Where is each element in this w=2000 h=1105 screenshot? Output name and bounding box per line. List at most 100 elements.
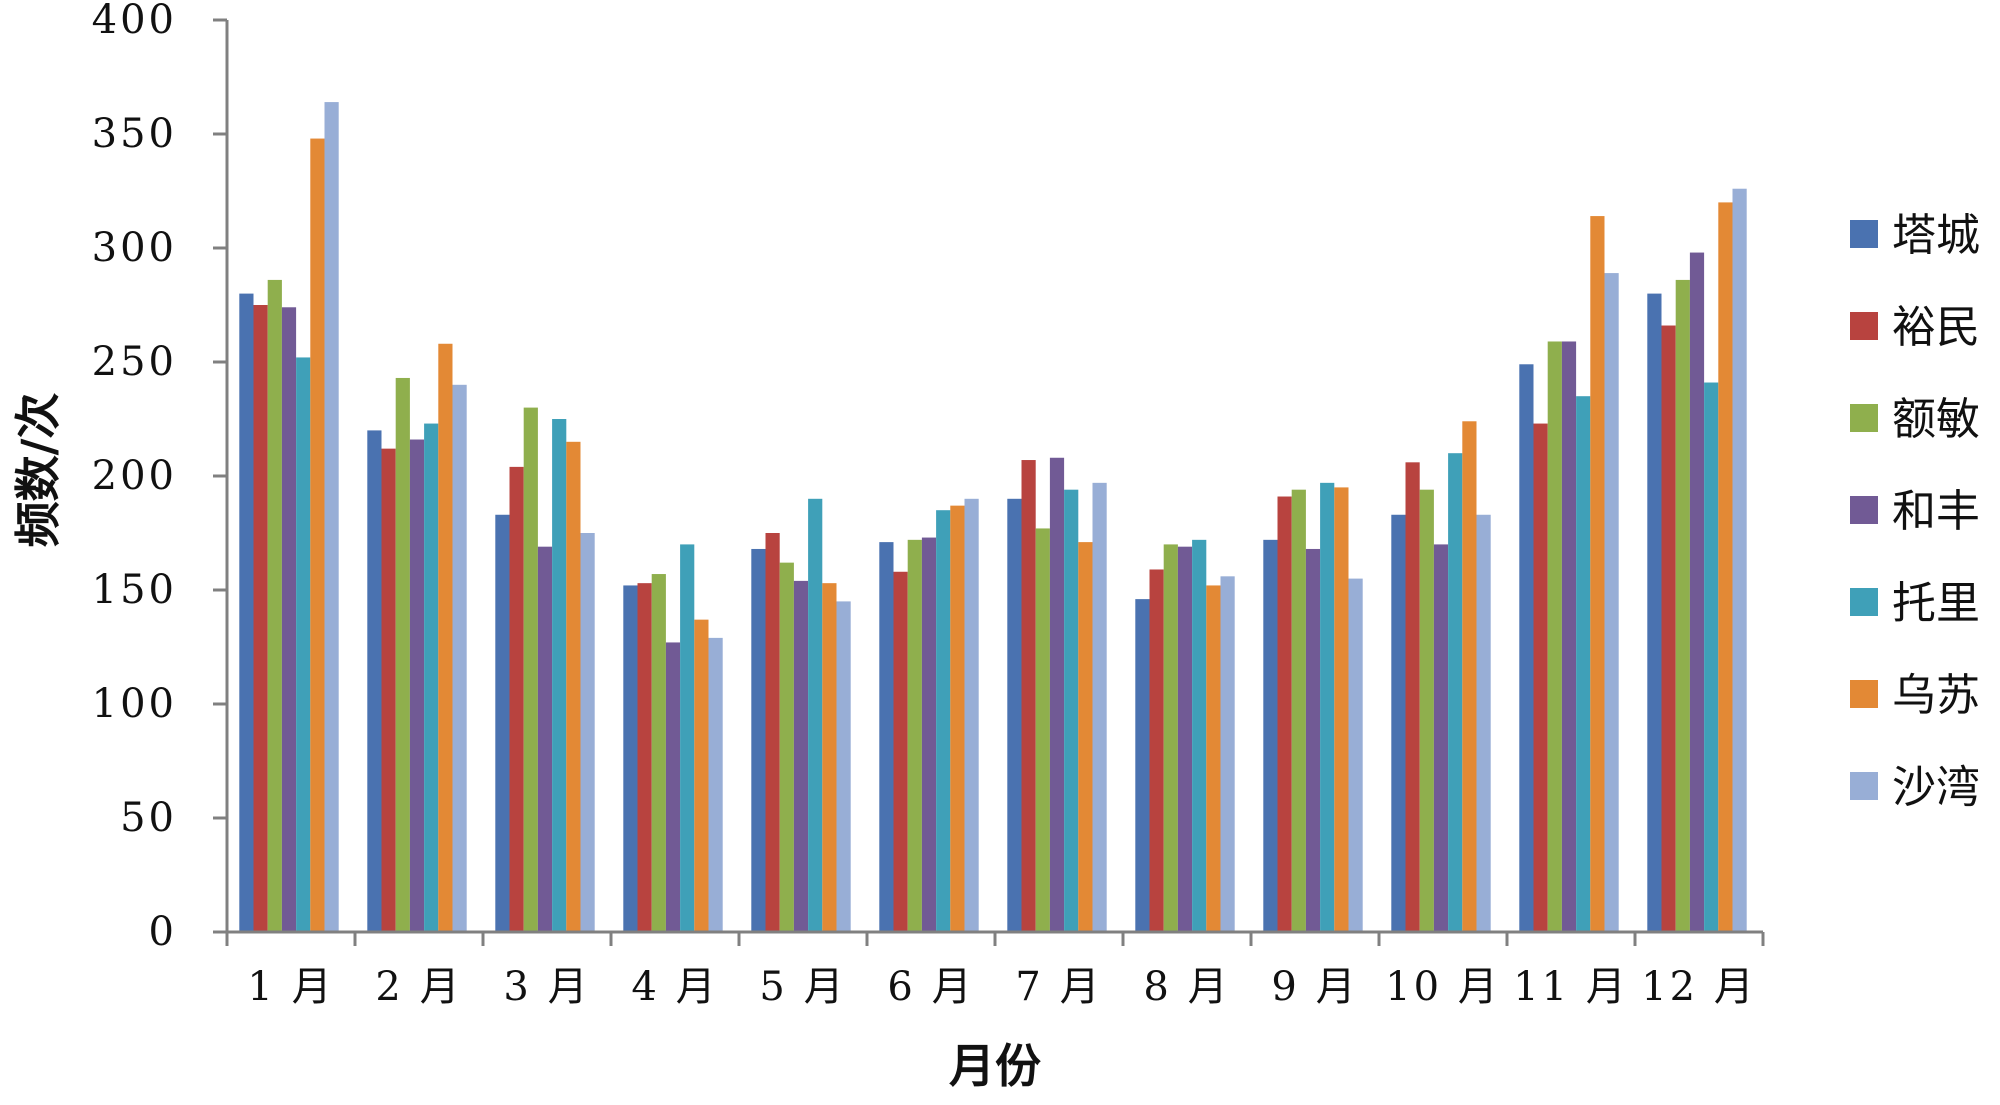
bar: [1604, 273, 1619, 933]
y-tick-label: 100: [92, 681, 177, 727]
bar: [1590, 216, 1605, 932]
bar: [651, 574, 666, 932]
bar: [1007, 498, 1022, 932]
bar: [1689, 252, 1705, 932]
y-tick-label: 350: [92, 111, 177, 157]
legend-swatch: [1850, 496, 1878, 524]
x-tick-label: 1 月: [247, 964, 334, 1010]
y-tick-label: 200: [92, 453, 177, 499]
bar: [1462, 421, 1477, 932]
bar: [296, 357, 311, 932]
y-tick-label: 50: [120, 795, 177, 841]
bar: [552, 419, 567, 932]
legend-label: 塔城: [1892, 210, 1980, 261]
bar: [793, 580, 809, 932]
legend-swatch: [1850, 404, 1878, 432]
bar: [1305, 548, 1321, 932]
bar: [523, 407, 538, 933]
bar: [1192, 539, 1207, 932]
bar: [452, 384, 467, 932]
bar: [1704, 382, 1719, 932]
bar: [324, 102, 339, 932]
bar: [1263, 539, 1278, 932]
bar: [1078, 542, 1093, 932]
bar: [1576, 396, 1591, 932]
bar: [765, 533, 780, 932]
bar: [239, 293, 254, 933]
bar: [424, 423, 439, 932]
bar: [438, 343, 453, 932]
bar: [1419, 489, 1434, 932]
bar: [836, 601, 851, 932]
bar: [1277, 496, 1292, 932]
bar: [637, 583, 652, 932]
bar: [1177, 546, 1193, 932]
bar: [1533, 423, 1548, 932]
bar: [395, 377, 410, 933]
bar: [1391, 514, 1406, 932]
y-tick-label: 400: [92, 0, 177, 43]
bar: [1092, 482, 1107, 932]
bar: [1291, 489, 1306, 932]
y-tick-label: 300: [92, 225, 177, 271]
bar: [537, 546, 553, 932]
bar: [751, 548, 766, 932]
bar: [1149, 569, 1164, 932]
legend-label: 乌苏: [1892, 670, 1980, 721]
y-ticks-group: 0 50 100 150 200 250 300 350 400: [92, 0, 227, 955]
bar: [708, 637, 723, 932]
bar: [779, 562, 794, 932]
bar: [566, 441, 581, 932]
bar: [267, 279, 282, 932]
bar: [1732, 188, 1747, 933]
legend-swatch: [1850, 680, 1878, 708]
bar: [1519, 364, 1534, 932]
bar: [879, 542, 894, 932]
bar: [1647, 293, 1662, 933]
bar: [808, 498, 823, 932]
bar: [1206, 585, 1221, 932]
legend-label: 裕民: [1892, 302, 1980, 353]
x-tick-label: 8 月: [1143, 964, 1230, 1010]
x-tick-label: 11 月: [1513, 964, 1629, 1010]
bar: [1433, 544, 1449, 932]
legend-swatch: [1850, 220, 1878, 248]
bar: [253, 305, 268, 932]
bar: [1064, 489, 1079, 932]
x-tick-label: 12 月: [1641, 964, 1757, 1010]
x-tick-label: 7 月: [1015, 964, 1102, 1010]
bar: [310, 138, 325, 932]
y-tick-label: 0: [149, 909, 177, 955]
bar: [409, 439, 425, 932]
y-axis-title: 频数/次: [11, 393, 65, 548]
bar: [1220, 576, 1235, 932]
bar: [1021, 460, 1036, 932]
bar: [1661, 325, 1676, 932]
bar: [1547, 341, 1562, 933]
bar: [381, 448, 396, 932]
x-tick-label: 6 月: [887, 964, 974, 1010]
x-tick-label: 10 月: [1385, 964, 1501, 1010]
legend-swatch: [1850, 312, 1878, 340]
x-axis-title: 月份: [949, 1039, 1041, 1093]
bar: [694, 619, 709, 932]
bar: [1675, 279, 1690, 932]
bar: [964, 498, 979, 932]
bar: [680, 544, 695, 932]
y-tick-label: 150: [92, 567, 177, 613]
bar: [1718, 202, 1733, 932]
bar: [1561, 341, 1577, 933]
bar: [907, 539, 922, 932]
bar: [665, 642, 681, 932]
bar: [509, 466, 524, 932]
bar: [580, 533, 595, 932]
legend-swatch: [1850, 588, 1878, 616]
bar: [281, 307, 297, 932]
bar: [1348, 578, 1363, 932]
x-tick-label: 9 月: [1271, 964, 1358, 1010]
y-tick-label: 250: [92, 339, 177, 385]
bar: [1476, 514, 1491, 932]
x-tick-label: 2 月: [375, 964, 462, 1010]
